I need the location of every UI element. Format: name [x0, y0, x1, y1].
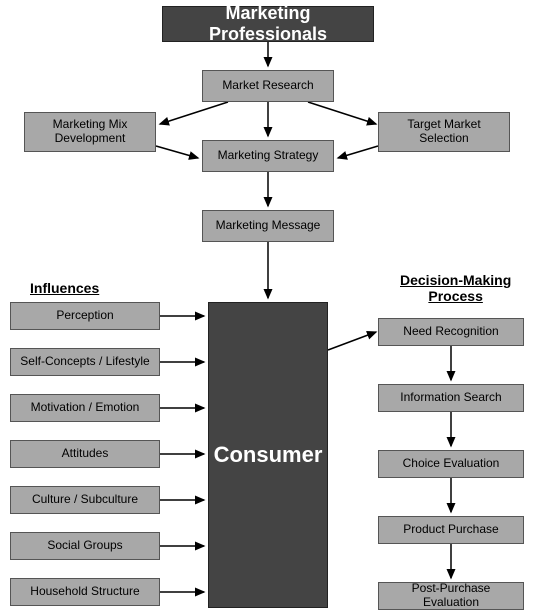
flow-arrow [308, 102, 376, 124]
lbl-dmp: Decision-MakingProcess [400, 272, 511, 304]
n-inf-0: Perception [10, 302, 160, 330]
n-dmp-1: Information Search [378, 384, 524, 412]
n-prof: Marketing Professionals [162, 6, 374, 42]
flow-arrow [338, 146, 378, 158]
n-inf-6: Household Structure [10, 578, 160, 606]
n-inf-1: Self-Concepts / Lifestyle [10, 348, 160, 376]
n-consumer: Consumer [208, 302, 328, 608]
flow-arrow [156, 146, 198, 158]
n-dmp-3: Product Purchase [378, 516, 524, 544]
n-inf-4: Culture / Subculture [10, 486, 160, 514]
n-message: Marketing Message [202, 210, 334, 242]
n-mix: Marketing MixDevelopment [24, 112, 156, 152]
flow-arrow [328, 332, 376, 350]
n-research: Market Research [202, 70, 334, 102]
n-dmp-4: Post-Purchase Evaluation [378, 582, 524, 610]
lbl-influences: Influences [30, 280, 99, 296]
n-strategy: Marketing Strategy [202, 140, 334, 172]
flow-arrow [160, 102, 228, 124]
n-inf-2: Motivation / Emotion [10, 394, 160, 422]
n-dmp-2: Choice Evaluation [378, 450, 524, 478]
n-inf-3: Attitudes [10, 440, 160, 468]
n-inf-5: Social Groups [10, 532, 160, 560]
n-target: Target MarketSelection [378, 112, 510, 152]
n-dmp-0: Need Recognition [378, 318, 524, 346]
